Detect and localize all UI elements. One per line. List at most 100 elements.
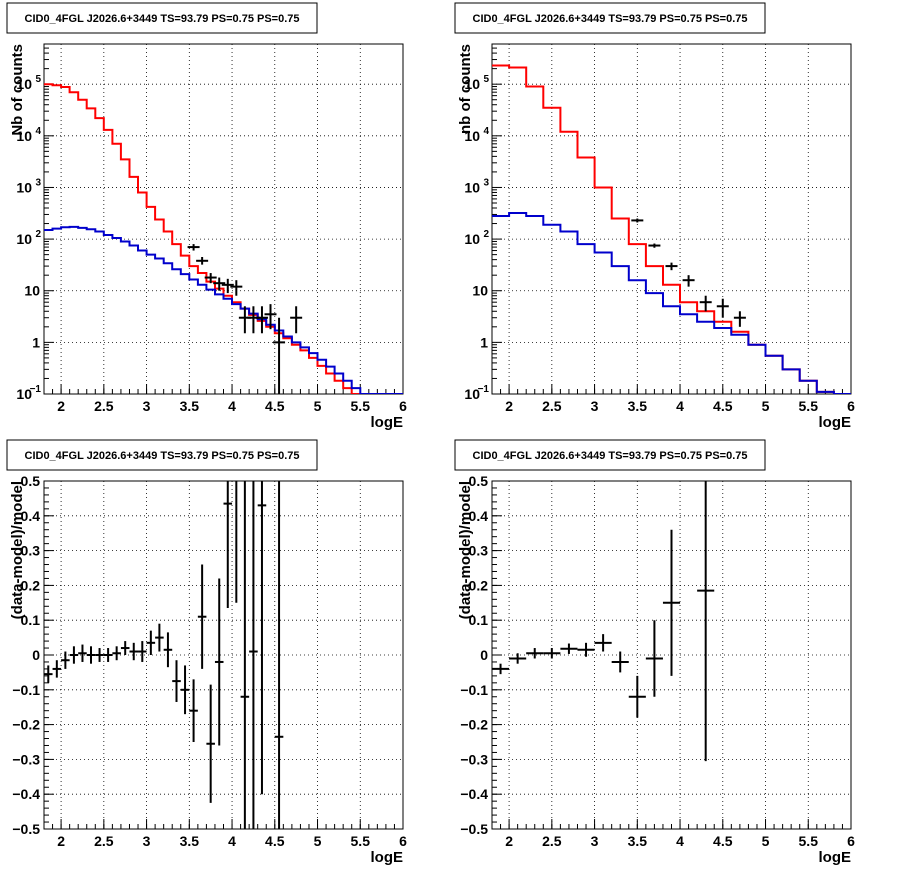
- x-tick-label: 2: [505, 398, 513, 414]
- data-point: [69, 646, 79, 664]
- y-tick-exponent: 4: [483, 126, 489, 137]
- panel-1: CID0_4FGL J2026.6+3449 TS=93.79 PS=0.75 …: [6, 2, 407, 431]
- y-tick-label: 10: [24, 283, 40, 299]
- data-point: [44, 665, 53, 683]
- x-tick-label: 4.5: [265, 398, 285, 414]
- data-point: [103, 648, 113, 662]
- y-tick-base: 10: [464, 231, 480, 247]
- data-point: [249, 481, 258, 829]
- panel-title: CID0_4FGL J2026.6+3449 TS=93.79 PS=0.75 …: [473, 450, 748, 462]
- data-point: [594, 634, 612, 652]
- x-tick-label: 2.5: [94, 398, 114, 414]
- x-tick-label: 4: [676, 398, 684, 414]
- x-tick-label: 5.5: [351, 833, 371, 849]
- x-tick-label: 5: [314, 398, 322, 414]
- y-tick-label: 0.2: [469, 577, 489, 593]
- data-point: [112, 646, 121, 661]
- data-point: [560, 643, 578, 654]
- data-point: [163, 632, 173, 668]
- y-tick-label: −0.1: [460, 682, 488, 698]
- data-point: [255, 306, 268, 334]
- x-tick-label: 4: [228, 833, 236, 849]
- y-tick-exponent: 3: [483, 177, 489, 188]
- y-tick-label: −0.1: [12, 682, 40, 698]
- x-axis-title: logE: [819, 414, 852, 431]
- y-tick-label: 0.1: [469, 612, 489, 628]
- data-point: [95, 648, 104, 662]
- data-point: [120, 641, 130, 655]
- data-point: [290, 306, 303, 334]
- data-point: [648, 243, 661, 248]
- y-tick-base: 1: [480, 334, 488, 350]
- x-tick-label: 4.5: [713, 833, 733, 849]
- x-tick-label: 3.5: [180, 398, 200, 414]
- data-point: [230, 280, 243, 296]
- data-point: [129, 642, 139, 661]
- y-axis-title: Nb of counts: [9, 44, 26, 136]
- data-point: [204, 273, 217, 284]
- data-point: [223, 481, 233, 609]
- y-tick-label: 0: [480, 647, 488, 663]
- y-tick-label: 0.5: [469, 473, 489, 489]
- y-tick-label: −0.4: [12, 786, 40, 802]
- x-tick-label: 5: [762, 398, 770, 414]
- x-tick-label: 3: [143, 398, 151, 414]
- y-tick-label: 10: [464, 386, 480, 402]
- x-tick-label: 2: [57, 398, 65, 414]
- x-tick-label: 3.5: [628, 398, 648, 414]
- y-tick-exponent: 2: [35, 229, 41, 240]
- data-point: [274, 481, 284, 829]
- data-point: [631, 218, 644, 223]
- y-tick-label: −0.4: [460, 786, 488, 802]
- y-tick-label: 10: [464, 231, 480, 247]
- y-tick-label: 10: [16, 76, 32, 92]
- data-point: [526, 648, 544, 659]
- data-point: [155, 623, 164, 652]
- data-point: [264, 304, 277, 330]
- data-point: [78, 644, 87, 662]
- y-tick-base: 10: [16, 76, 32, 92]
- series-group: [492, 64, 851, 394]
- y-tick-base: 10: [16, 128, 32, 144]
- y-tick-base: 10: [16, 231, 32, 247]
- y-tick-exponent: 3: [35, 177, 41, 188]
- y-tick-label: −0.3: [12, 751, 40, 767]
- y-tick-label: 10: [464, 76, 480, 92]
- data-point: [180, 665, 190, 715]
- data-point: [611, 651, 629, 673]
- y-tick-label: −0.5: [460, 821, 488, 837]
- series-group: [44, 83, 403, 394]
- data-point: [273, 317, 286, 394]
- data-point: [543, 648, 561, 659]
- y-axis-title: (data-model)/model: [9, 481, 26, 619]
- data-point: [697, 481, 715, 762]
- y-tick-label: 1: [32, 334, 40, 350]
- model-source-line: [44, 225, 403, 394]
- data-point: [257, 481, 267, 795]
- y-tick-base: 1: [32, 334, 40, 350]
- y-tick-label: 10: [464, 179, 480, 195]
- y-tick-label: −0.2: [460, 717, 488, 733]
- data-point: [138, 641, 147, 662]
- y-tick-label: 0.4: [21, 508, 41, 524]
- x-tick-label: 6: [847, 398, 855, 414]
- data-point: [61, 651, 70, 669]
- x-tick-label: 5.5: [351, 398, 371, 414]
- y-tick-base: 10: [464, 386, 480, 402]
- x-tick-label: 4.5: [713, 398, 733, 414]
- title-box: [454, 439, 766, 471]
- title-box: [454, 2, 766, 34]
- y-tick-label: 10: [16, 179, 32, 195]
- y-axis-title: (data-model)/model: [457, 481, 474, 619]
- y-tick-base: 10: [464, 128, 480, 144]
- data-point: [197, 564, 207, 669]
- data-point: [733, 311, 746, 327]
- y-tick-label: 10: [16, 231, 32, 247]
- y-tick-exponent: 5: [35, 74, 41, 85]
- data-point: [628, 675, 646, 718]
- data-point: [240, 481, 250, 829]
- y-tick-base: 10: [464, 76, 480, 92]
- y-tick-base: 10: [464, 179, 480, 195]
- x-tick-label: 5.5: [799, 833, 819, 849]
- data-point: [52, 660, 62, 678]
